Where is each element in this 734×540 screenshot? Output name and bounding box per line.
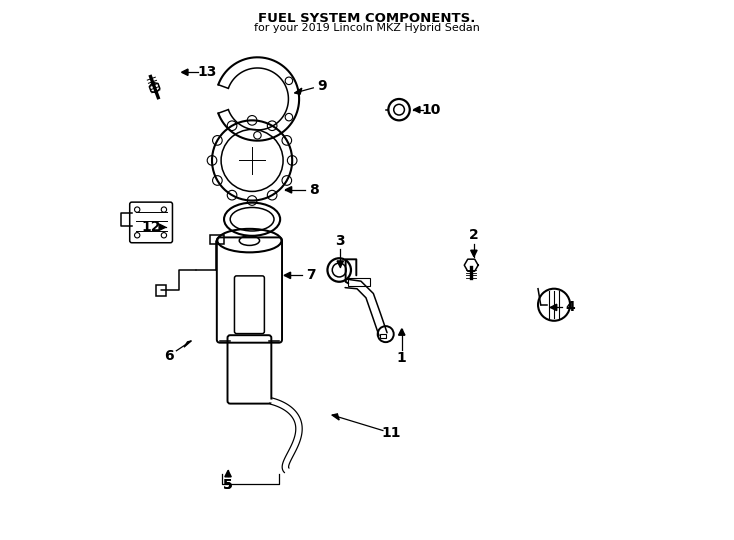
Text: 7: 7: [306, 268, 316, 282]
Text: 11: 11: [381, 426, 401, 440]
Text: 5: 5: [223, 478, 233, 492]
Text: 1: 1: [397, 351, 407, 365]
Polygon shape: [184, 341, 191, 347]
Polygon shape: [550, 304, 556, 310]
Text: 3: 3: [335, 234, 345, 248]
Polygon shape: [284, 272, 291, 279]
Text: 12: 12: [142, 220, 161, 234]
Polygon shape: [333, 414, 339, 420]
Polygon shape: [286, 187, 291, 193]
Polygon shape: [181, 69, 188, 76]
Text: 4: 4: [565, 300, 575, 314]
Text: 5: 5: [223, 478, 233, 492]
Text: 6: 6: [164, 348, 174, 362]
Bar: [156, 285, 165, 296]
Bar: [349, 278, 370, 286]
Text: 13: 13: [197, 65, 217, 79]
Text: 2: 2: [469, 228, 479, 242]
Bar: [380, 334, 385, 339]
Polygon shape: [337, 261, 344, 267]
Text: FUEL SYSTEM COMPONENTS.: FUEL SYSTEM COMPONENTS.: [258, 12, 476, 25]
Polygon shape: [225, 470, 231, 477]
Polygon shape: [470, 250, 477, 256]
Text: 10: 10: [421, 103, 441, 117]
Text: 9: 9: [317, 79, 327, 93]
Polygon shape: [295, 88, 302, 94]
Polygon shape: [399, 329, 405, 335]
Polygon shape: [159, 224, 165, 231]
Polygon shape: [413, 106, 420, 113]
Text: for your 2019 Lincoln MKZ Hybrid Sedan: for your 2019 Lincoln MKZ Hybrid Sedan: [254, 23, 480, 33]
Bar: [210, 235, 224, 244]
Text: 8: 8: [309, 183, 319, 197]
